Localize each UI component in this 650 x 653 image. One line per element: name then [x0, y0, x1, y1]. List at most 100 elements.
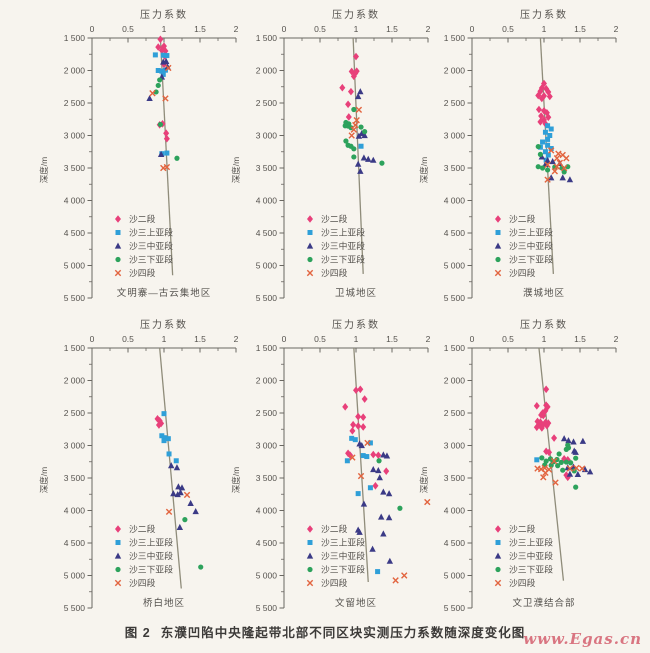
- y-tick-label: 2 000: [64, 376, 86, 386]
- data-point-marker: [392, 577, 399, 584]
- legend-label: 沙四段: [129, 577, 156, 588]
- y-tick-label: 3 500: [256, 163, 278, 173]
- data-point-marker: [367, 440, 373, 446]
- data-point-marker: [164, 53, 170, 59]
- y-tick-label: 4 000: [256, 196, 278, 206]
- legend-marker-diamond: [307, 525, 313, 533]
- data-point-marker: [155, 421, 162, 429]
- legend-marker-triangle: [494, 242, 502, 249]
- data-point-marker: [159, 68, 165, 74]
- region-label: 文明寨—古云集地区: [117, 287, 212, 299]
- data-point-marker: [353, 117, 360, 124]
- data-point-marker: [543, 421, 550, 430]
- series-points-triangle: [560, 435, 594, 478]
- data-point-marker: [161, 42, 167, 50]
- x-tick-label: 0.5: [502, 334, 514, 344]
- data-point-marker: [170, 490, 177, 497]
- legend-label: 沙三下亚段: [509, 564, 553, 575]
- data-point-marker: [174, 491, 181, 498]
- data-point-marker: [157, 35, 164, 44]
- legend-label: 沙四段: [321, 267, 348, 278]
- data-point-marker: [566, 470, 574, 477]
- data-point-marker: [349, 435, 355, 441]
- legend-label: 沙三中亚段: [129, 550, 173, 561]
- legend-label: 沙四段: [509, 577, 536, 588]
- data-point-marker: [544, 176, 551, 183]
- data-point-marker: [361, 132, 368, 139]
- legend-label: 沙二段: [509, 213, 536, 224]
- data-point-marker: [177, 489, 184, 496]
- legend-label: 沙三中亚段: [509, 550, 553, 561]
- data-point-marker: [544, 161, 551, 168]
- data-point-marker: [157, 77, 163, 83]
- data-point-marker: [545, 123, 551, 129]
- region-label: 濮城地区: [523, 287, 565, 299]
- data-point-marker: [556, 451, 562, 457]
- data-point-marker: [155, 43, 162, 51]
- legend-label: 沙三中亚段: [509, 240, 553, 251]
- x-tick-label: 2: [614, 334, 619, 344]
- data-point-marker: [357, 472, 365, 480]
- series-points-circle: [182, 517, 204, 570]
- y-tick-label: 3 000: [64, 441, 86, 451]
- data-point-marker: [548, 147, 555, 154]
- data-point-marker: [364, 454, 370, 460]
- data-point-marker: [165, 64, 172, 72]
- data-point-marker: [182, 517, 188, 523]
- data-point-marker: [146, 94, 153, 102]
- legend-marker-triangle: [114, 552, 122, 559]
- figure-title: 东濮凹陷中央隆起带北部不同区块实测压力系数随深度变化图: [160, 626, 526, 640]
- data-point-marker: [166, 451, 172, 457]
- series-points-square: [344, 435, 381, 575]
- data-point-marker: [561, 169, 567, 175]
- data-point-marker: [573, 455, 579, 461]
- data-point-marker: [361, 395, 368, 403]
- data-point-marker: [163, 134, 170, 143]
- y-tick-label: 1 500: [64, 343, 86, 353]
- legend-marker-square: [115, 540, 121, 545]
- data-point-marker: [360, 413, 367, 422]
- data-point-marker: [538, 94, 545, 103]
- data-point-marker: [345, 449, 352, 458]
- data-point-marker: [548, 462, 554, 468]
- data-point-marker: [370, 156, 377, 163]
- legend-marker-square: [495, 230, 501, 235]
- legend-marker-diamond: [495, 215, 501, 223]
- series-points-x: [544, 147, 570, 183]
- data-point-marker: [360, 453, 366, 459]
- y-tick-label: 3 000: [256, 131, 278, 141]
- data-point-marker: [570, 463, 577, 470]
- data-point-marker: [355, 412, 362, 421]
- data-point-marker: [379, 160, 385, 166]
- data-point-marker: [355, 132, 363, 139]
- legend-marker-x: [306, 579, 314, 587]
- x-tick-label: 1.5: [386, 334, 398, 344]
- y-tick-label: 4 500: [444, 538, 466, 548]
- legend-marker-triangle: [306, 242, 314, 249]
- y-tick-label: 4 500: [64, 228, 86, 238]
- y-tick-label: 5 500: [444, 293, 466, 303]
- x-tick-label: 2: [614, 24, 619, 34]
- y-tick-label: 1 500: [256, 33, 278, 43]
- legend-marker-triangle: [114, 242, 122, 249]
- legend-marker-triangle: [494, 552, 502, 559]
- figure-number: 图 2: [124, 626, 151, 640]
- data-point-marker: [380, 530, 387, 537]
- y-tick-label: 5 500: [64, 293, 86, 303]
- data-point-marker: [542, 149, 548, 155]
- data-point-marker: [187, 499, 194, 506]
- data-point-marker: [192, 507, 199, 515]
- data-point-marker: [357, 167, 364, 174]
- data-point-marker: [360, 423, 367, 431]
- y-tick-label: 4 000: [444, 506, 466, 516]
- legend-label: 沙二段: [321, 523, 348, 534]
- y-tick-label: 5 000: [256, 261, 278, 271]
- x-axis-title: 压力系数: [140, 318, 188, 331]
- x-axis-title: 压力系数: [332, 318, 380, 331]
- legend-label: 沙三中亚段: [321, 240, 365, 251]
- legend-label: 沙三上亚段: [509, 537, 553, 548]
- legend-marker-square: [115, 230, 121, 235]
